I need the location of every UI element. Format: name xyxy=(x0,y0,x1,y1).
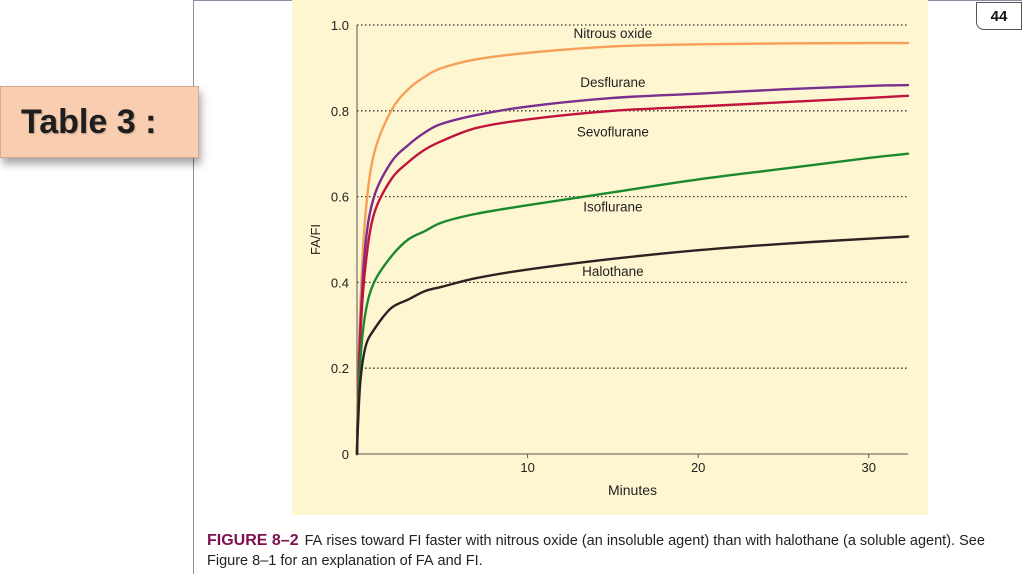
series-line-isoflurane xyxy=(355,152,910,456)
y-axis-label: FA/FI xyxy=(308,224,323,255)
caption-fa-2: FA xyxy=(415,553,434,569)
page-number: 44 xyxy=(976,2,1022,30)
series-line-nitrous-oxide xyxy=(355,41,910,456)
x-tick-label-1: 20 xyxy=(691,460,705,475)
chart-panel: 0 0.2 0.4 0.6 0.8 1.0 10 20 30 Minutes FA/FI Nitrou… xyxy=(292,0,928,515)
series-line-halothane xyxy=(355,235,910,456)
caption-fi-2: FI xyxy=(465,553,479,569)
caption-fa: FA xyxy=(304,533,323,549)
y-tick-label-3: 0.6 xyxy=(331,190,349,205)
annotation-sevoflurane: Sevoflurane xyxy=(577,125,649,140)
annotation-halothane: Halothane xyxy=(582,264,644,279)
caption-label: FIGURE 8–2 xyxy=(207,532,299,549)
annotation-isoflurane: Isoflurane xyxy=(583,200,642,215)
x-tick-label-2: 30 xyxy=(862,460,876,475)
caption-text-2: faster with nitrous oxide (an insoluble … xyxy=(207,533,985,569)
caption-text-3: and xyxy=(433,553,466,569)
caption-text-4: . xyxy=(478,553,483,569)
y-tick-label-1: 0.2 xyxy=(331,361,349,376)
y-tick-label-2: 0.4 xyxy=(331,275,349,290)
table-label: Table 3 : xyxy=(0,86,199,158)
annotation-nitrous-oxide: Nitrous oxide xyxy=(573,26,652,41)
annotation-desflurane: Desflurane xyxy=(580,75,645,90)
chart: 0 0.2 0.4 0.6 0.8 1.0 10 20 30 Minutes FA/FI Nitrou… xyxy=(308,18,910,498)
y-tick-label-4: 0.8 xyxy=(331,104,349,119)
series-line-sevoflurane xyxy=(355,94,910,456)
x-tick-label-0: 10 xyxy=(520,460,534,475)
y-tick-label-5: 1.0 xyxy=(331,18,349,33)
caption-fi: FI xyxy=(408,533,422,549)
figure-caption: FIGURE 8–2 FA rises toward FI faster with… xyxy=(207,531,1019,571)
caption-text-1: rises toward xyxy=(322,533,409,549)
y-tick-label-0: 0 xyxy=(342,447,349,462)
x-axis-label: Minutes xyxy=(608,482,657,498)
